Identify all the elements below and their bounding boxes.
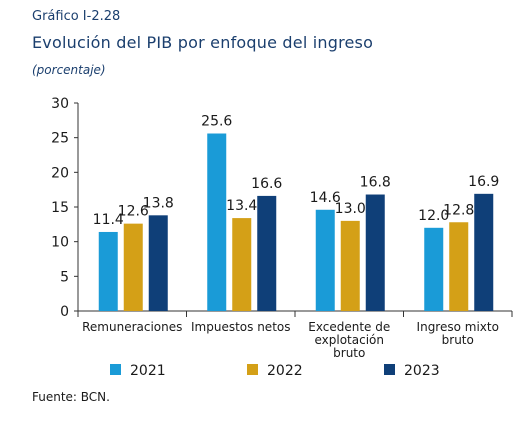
legend-label-2022: 2022 bbox=[267, 363, 303, 379]
bar-2021-0 bbox=[98, 231, 118, 311]
legend-label-2023: 2023 bbox=[404, 363, 440, 379]
data-label: 16.6 bbox=[251, 176, 282, 192]
x-category-label: Remuneraciones bbox=[82, 320, 182, 334]
y-tick-label: 5 bbox=[60, 269, 69, 285]
figure-label: Gráfico I-2.28 bbox=[32, 9, 121, 24]
x-category-label: Impuestos netos bbox=[191, 320, 291, 334]
bar-2022-2 bbox=[340, 220, 360, 311]
data-label: 12.0 bbox=[418, 208, 449, 224]
data-label: 12.6 bbox=[118, 204, 149, 220]
x-category-label: Excedente de bbox=[308, 320, 390, 334]
bar-2022-3 bbox=[449, 222, 469, 311]
bar-2022-0 bbox=[123, 223, 143, 311]
x-category-label: Ingreso mixto bbox=[417, 320, 499, 334]
legend-swatch-2023 bbox=[384, 364, 395, 375]
bar-2021-3 bbox=[424, 227, 444, 311]
data-label: 12.8 bbox=[443, 202, 474, 218]
y-tick-label: 20 bbox=[51, 165, 69, 181]
bar-2023-1 bbox=[257, 195, 277, 311]
bar-2023-3 bbox=[474, 193, 494, 311]
chart-title: Evolución del PIB por enfoque del ingres… bbox=[32, 33, 374, 52]
bar-2022-1 bbox=[232, 218, 252, 311]
x-category-label: bruto bbox=[442, 333, 474, 347]
chart-subtitle: (porcentaje) bbox=[32, 63, 106, 77]
bar-2023-2 bbox=[365, 194, 385, 311]
x-category-label: explotación bbox=[314, 333, 384, 347]
data-label: 14.6 bbox=[310, 190, 341, 206]
source-note: Fuente: BCN. bbox=[32, 390, 110, 404]
legend-swatch-2021 bbox=[110, 364, 121, 375]
y-tick-label: 30 bbox=[51, 96, 69, 112]
y-tick-label: 0 bbox=[60, 304, 69, 320]
data-label: 25.6 bbox=[201, 114, 232, 130]
y-tick-label: 15 bbox=[51, 200, 69, 216]
y-tick-label: 10 bbox=[51, 235, 69, 251]
legend-label-2021: 2021 bbox=[130, 363, 166, 379]
bar-2021-1 bbox=[207, 133, 227, 311]
x-category-label: bruto bbox=[333, 346, 365, 360]
data-label: 13.8 bbox=[143, 195, 174, 211]
data-label: 11.4 bbox=[93, 212, 124, 228]
data-label: 16.9 bbox=[468, 174, 499, 190]
y-tick-label: 25 bbox=[51, 131, 69, 147]
legend-swatch-2022 bbox=[247, 364, 258, 375]
data-label: 13.4 bbox=[226, 198, 257, 214]
data-label: 16.8 bbox=[360, 175, 391, 191]
data-label: 13.0 bbox=[335, 201, 366, 217]
bar-2023-0 bbox=[148, 215, 168, 311]
bar-2021-2 bbox=[315, 209, 335, 311]
